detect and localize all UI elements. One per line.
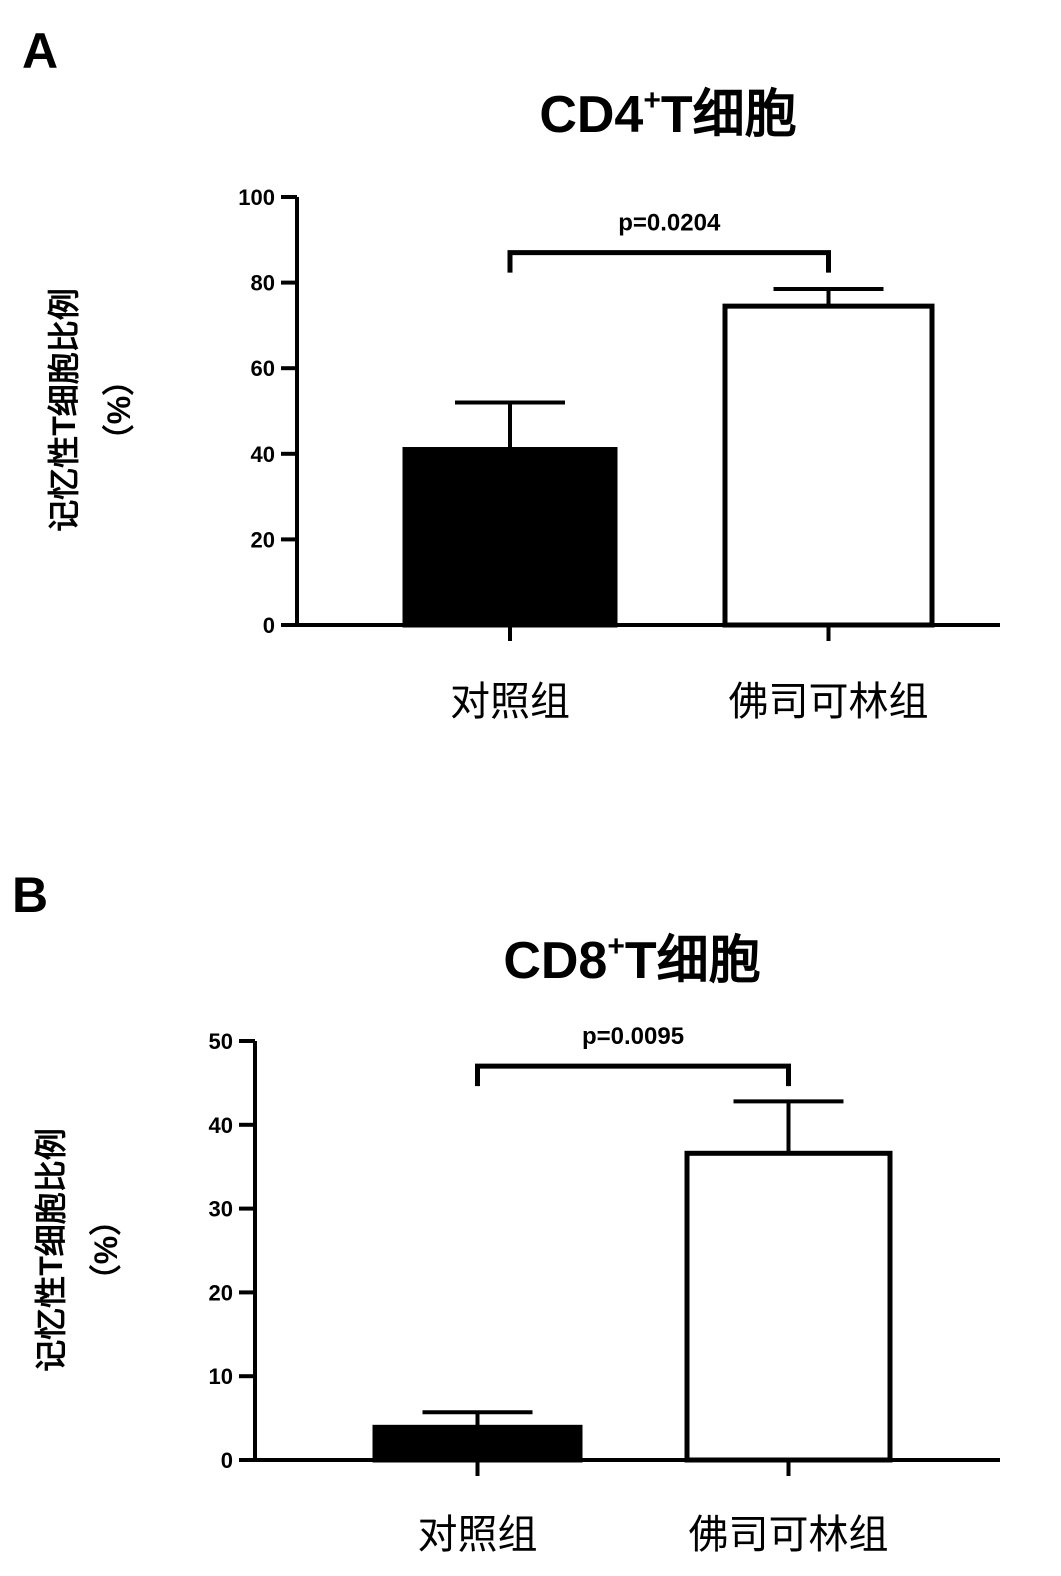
p-value-annotation: p=0.0204 xyxy=(618,210,721,237)
y-tick-label: 40 xyxy=(251,442,275,467)
title-suffix: T细胞 xyxy=(625,932,761,990)
x-tick-label: 佛司可林组 xyxy=(729,680,929,724)
title-suffix: T细胞 xyxy=(661,86,797,144)
title-superscript: + xyxy=(607,930,625,963)
y-axis-unit: （%） xyxy=(101,364,137,456)
panel-label: A xyxy=(22,23,58,79)
y-tick-label: 0 xyxy=(263,613,275,638)
x-tick-label: 对照组 xyxy=(450,680,570,724)
y-tick-label: 30 xyxy=(209,1197,233,1222)
y-tick-label: 20 xyxy=(209,1280,233,1305)
y-tick-label: 100 xyxy=(238,185,275,210)
bar-control xyxy=(375,1427,580,1460)
y-tick-label: 50 xyxy=(209,1029,233,1054)
chart-title: CD8+T细胞 xyxy=(503,930,760,990)
significance-bracket xyxy=(510,253,829,273)
y-tick-label: 20 xyxy=(251,527,275,552)
y-tick-label: 10 xyxy=(209,1364,233,1389)
y-tick-label: 40 xyxy=(209,1113,233,1138)
panel-label: B xyxy=(12,867,48,923)
title-main: CD4 xyxy=(539,86,643,144)
y-tick-label: 80 xyxy=(251,271,275,296)
p-value-annotation: p=0.0095 xyxy=(582,1023,684,1050)
title-superscript: + xyxy=(643,84,661,117)
bar-treatment xyxy=(725,306,932,625)
x-tick-label: 对照组 xyxy=(418,1513,538,1557)
y-axis-unit: （%） xyxy=(88,1204,124,1296)
x-tick-label: 佛司可林组 xyxy=(689,1513,889,1557)
y-tick-label: 0 xyxy=(221,1448,233,1473)
bar-control xyxy=(405,450,615,625)
bar-treatment xyxy=(687,1153,890,1460)
title-main: CD8 xyxy=(503,932,607,990)
y-axis-label: 记忆性T细胞比例 xyxy=(46,288,82,532)
y-axis-label: 记忆性T细胞比例 xyxy=(33,1128,69,1372)
significance-bracket xyxy=(478,1066,789,1086)
chart-title: CD4+T细胞 xyxy=(539,84,796,144)
y-tick-label: 60 xyxy=(251,356,275,381)
figure: ACD4+T细胞记忆性T细胞比例（%）020406080100对照组佛司可林组p… xyxy=(0,0,1061,1576)
